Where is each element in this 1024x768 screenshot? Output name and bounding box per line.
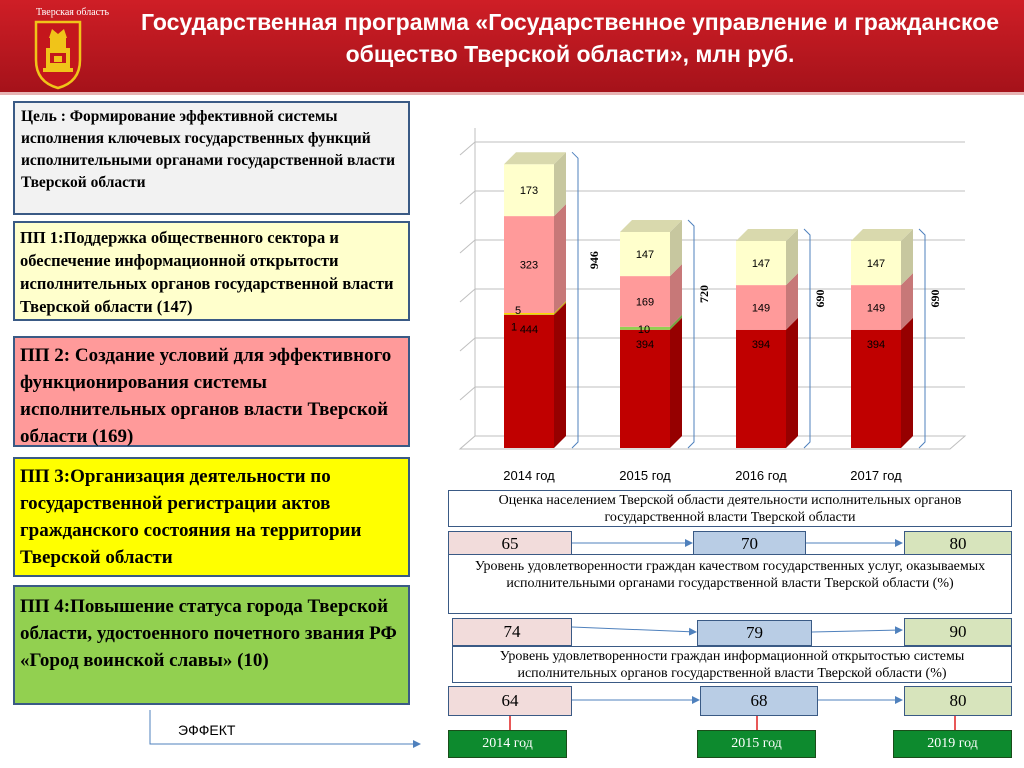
total-bracket xyxy=(803,228,811,449)
bar-segment-side xyxy=(786,317,798,448)
bar-top xyxy=(504,152,566,165)
bar-segment-side xyxy=(901,273,913,330)
total-bracket xyxy=(571,151,579,449)
bar-segment-front xyxy=(851,241,901,286)
subprogram-1-box: ПП 1:Поддержка общественного сектора и о… xyxy=(13,221,410,321)
gridline-side xyxy=(459,239,476,254)
header-banner: Тверская область Государственная програм… xyxy=(0,0,1024,95)
year-badge-2014: 2014 год xyxy=(448,730,567,758)
gridline-side xyxy=(459,190,476,205)
bar-segment-front xyxy=(620,232,670,277)
bar-segment-front xyxy=(620,326,670,330)
bar-segment-side xyxy=(786,273,798,330)
bar-segment-side xyxy=(901,229,913,286)
bar-segment-side xyxy=(670,220,682,277)
total-label: 690 xyxy=(928,290,942,308)
data-label: 147 xyxy=(636,249,654,261)
total-label: 690 xyxy=(813,290,827,308)
region-label: Тверская область xyxy=(36,7,110,18)
indicator-2-value-2014: 74 xyxy=(452,618,572,646)
bar-segment-side xyxy=(554,204,566,313)
effect-arrow xyxy=(149,710,421,748)
gridline-side xyxy=(459,386,476,401)
bar-segment-side xyxy=(670,317,682,448)
data-label: 394 xyxy=(752,339,770,351)
indicator-1-title: Оценка населением Тверской области деяте… xyxy=(448,490,1012,527)
data-label: 1 xyxy=(511,322,517,334)
gridline-side xyxy=(459,288,476,303)
year-badge-2015: 2015 год xyxy=(697,730,816,758)
data-label: 10 xyxy=(638,324,650,336)
total-bracket xyxy=(687,219,695,449)
bar-segment-side xyxy=(901,317,913,448)
bar-segment-front xyxy=(851,329,901,448)
bar-segment-side xyxy=(554,302,566,448)
chart-floor xyxy=(458,435,967,450)
category-label: 2016 год xyxy=(735,468,787,483)
arrow-2-b xyxy=(811,626,903,635)
category-label: 2015 год xyxy=(619,468,671,483)
total-label: 946 xyxy=(587,251,601,269)
arrow-2-a xyxy=(571,626,697,636)
bar-segment-side xyxy=(670,314,682,330)
bar-segment-front xyxy=(504,164,554,217)
year-badge-2019: 2019 год xyxy=(893,730,1012,758)
bar-segment-front xyxy=(736,241,786,286)
data-label: 147 xyxy=(867,258,885,270)
category-label: 2014 год xyxy=(503,468,555,483)
data-label: 5 xyxy=(515,305,521,317)
gridline-side xyxy=(459,141,476,156)
indicator-1-value-2014: 65 xyxy=(448,531,572,557)
indicator-2-value-2015: 79 xyxy=(697,620,812,646)
goal-box: Цель : Формирование эффективной системы … xyxy=(13,101,410,215)
bar-segment-front xyxy=(736,329,786,448)
bar-top xyxy=(851,229,913,241)
data-label: 173 xyxy=(520,185,538,197)
indicator-2-value-2019: 90 xyxy=(904,618,1012,646)
data-label: 147 xyxy=(752,258,770,270)
data-label: 444 xyxy=(520,324,538,336)
indicator-3-title: Уровень удовлетворенности граждан информ… xyxy=(452,646,1012,683)
coat-of-arms-icon xyxy=(34,20,82,90)
total-bracket xyxy=(918,228,926,449)
budget-chart: 444 1 5 323 173 946 2014 год 394 10 169 147 720 2015… xyxy=(445,118,980,493)
data-label: 394 xyxy=(867,339,885,351)
indicator-2-title: Уровень удовлетворенности граждан качест… xyxy=(448,554,1012,614)
indicator-3-value-2015: 68 xyxy=(700,686,818,716)
bar-segment-front xyxy=(504,314,554,448)
bar-top xyxy=(620,220,682,232)
indicator-3-value-2014: 64 xyxy=(448,686,572,716)
indicator-1-value-2019: 80 xyxy=(904,531,1012,557)
category-label: 2017 год xyxy=(850,468,902,483)
bar-segment-side xyxy=(554,302,566,315)
bar-segment-front xyxy=(620,329,670,448)
bar-segment-side xyxy=(786,229,798,286)
page-title: Государственная программа «Государственн… xyxy=(140,9,1000,67)
data-label: 323 xyxy=(520,260,538,272)
bar-top xyxy=(736,229,798,241)
subprogram-3-box: ПП 3:Организация деятельности по государ… xyxy=(13,457,410,577)
gridline-side xyxy=(459,337,476,352)
data-label: 169 xyxy=(636,296,654,308)
subprogram-2-box: ПП 2: Создание условий для эффективного … xyxy=(13,336,410,447)
bar-segment-side xyxy=(670,264,682,327)
data-label: 394 xyxy=(636,339,654,351)
bar-segment-front xyxy=(620,276,670,327)
bar-segment-front xyxy=(736,285,786,330)
subprogram-4-box: ПП 4:Повышение статуса города Тверской о… xyxy=(13,585,410,705)
data-label: 149 xyxy=(752,302,770,314)
bar-segment-front xyxy=(504,313,554,315)
bar-segment-front xyxy=(504,216,554,313)
indicator-3-value-2019: 80 xyxy=(904,686,1012,716)
effect-label: ЭФФЕКТ xyxy=(178,722,236,738)
data-label: 149 xyxy=(867,302,885,314)
bar-segment-side xyxy=(554,301,566,315)
total-label: 720 xyxy=(697,285,711,303)
bar-segment-side xyxy=(554,152,566,217)
bar-segment-front xyxy=(851,285,901,330)
